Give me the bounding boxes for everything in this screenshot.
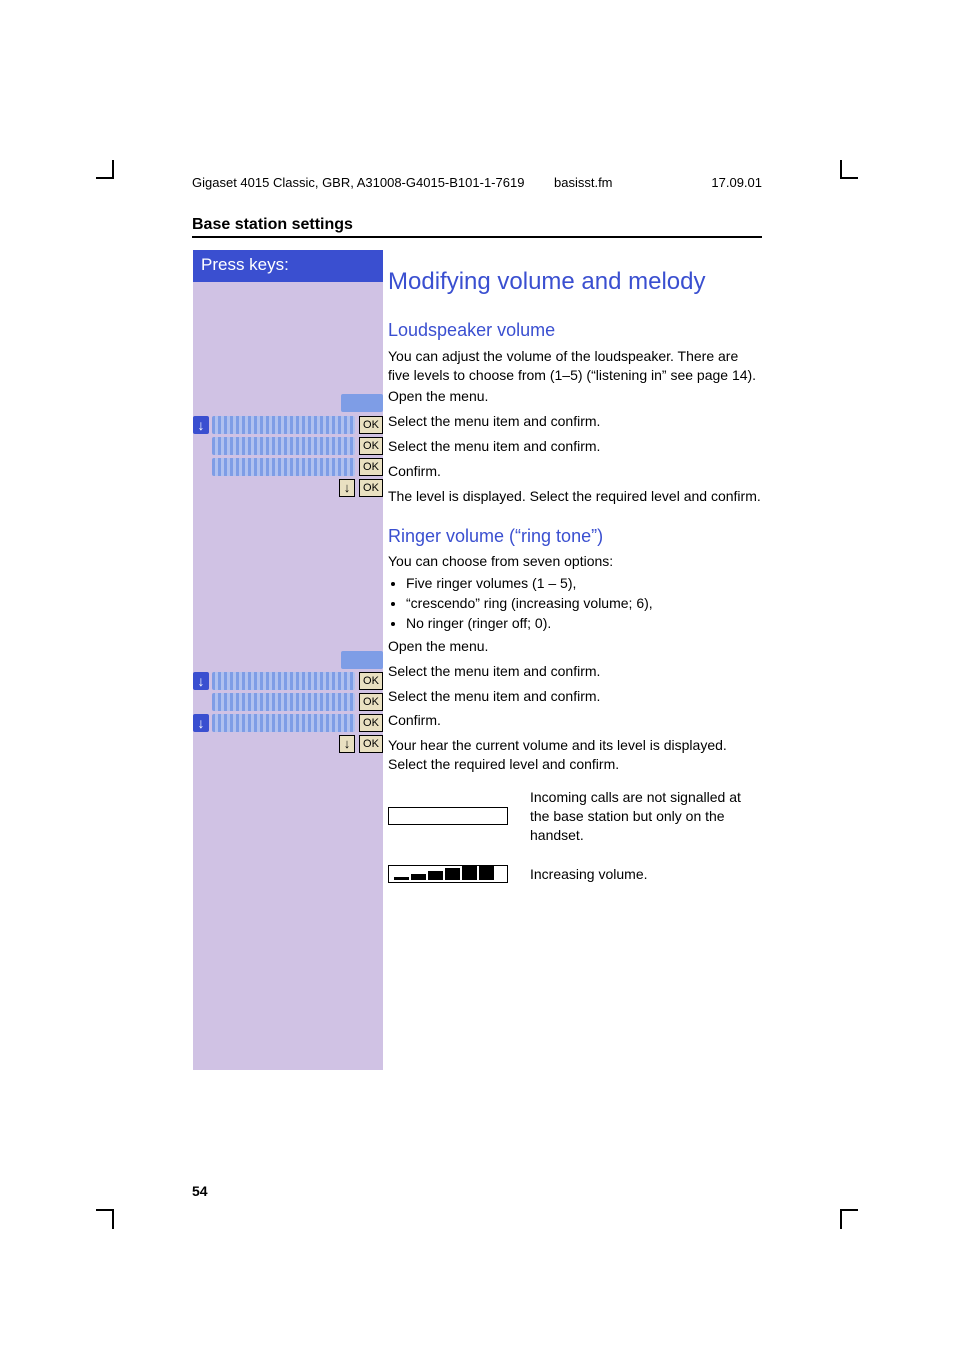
ring-intro: You can choose from seven options: [388, 552, 762, 571]
ok-button[interactable]: OK [359, 714, 383, 732]
step-text: Confirm. [388, 462, 762, 481]
step-open-menu: Open the menu. [388, 637, 762, 656]
ok-button[interactable]: OK [359, 458, 383, 476]
step-text: Your hear the current volume and its lev… [388, 736, 762, 774]
section-rule [192, 236, 762, 238]
step-text: Select the menu item and confirm. [388, 687, 762, 706]
key-row: ↓ OK [193, 416, 383, 434]
content-column: Modifying volume and melody Loudspeaker … [388, 250, 762, 887]
loud-intro: You can adjust the volume of the loudspe… [388, 347, 762, 385]
key-row: OK [193, 693, 383, 711]
ringer-increasing-text: Increasing volume. [530, 865, 762, 884]
key-rows-loud-steps: ↓ OK OK OK ↓ OK [193, 416, 383, 500]
menu-item-placeholder [212, 458, 355, 476]
step-text: Confirm. [388, 711, 762, 730]
section-title: Base station settings [192, 216, 353, 233]
crop-mark [840, 1211, 842, 1229]
menu-item-placeholder [212, 714, 355, 732]
ok-button[interactable]: OK [359, 672, 383, 690]
key-rows-ring-open [193, 651, 383, 672]
down-arrow-icon: ↓ [193, 672, 209, 690]
crop-mark [840, 160, 842, 178]
crop-mark [112, 1211, 114, 1229]
heading-volume-melody: Modifying volume and melody [388, 266, 762, 298]
down-arrow-icon: ↓ [339, 735, 355, 753]
down-arrow-icon: ↓ [339, 479, 355, 497]
ringer-increasing-icon [388, 865, 508, 883]
ringer-off-text: Incoming calls are not signalled at the … [530, 788, 762, 845]
list-item: Five ringer volumes (1 – 5), [406, 574, 762, 593]
step-text: The level is displayed. Select the requi… [388, 487, 762, 506]
page: Gigaset 4015 Classic, GBR, A31008-G4015-… [0, 0, 954, 1351]
section-title-row: Base station settings [192, 214, 762, 236]
ringer-off-row: Incoming calls are not signalled at the … [388, 788, 762, 845]
step-text: Select the menu item and confirm. [388, 437, 762, 456]
key-rows-ring-steps: ↓ OK OK ↓ OK ↓ OK [193, 672, 383, 756]
ok-button[interactable]: OK [359, 735, 383, 753]
crop-mark [840, 1209, 858, 1211]
key-row: ↓ OK [193, 735, 383, 753]
ok-button[interactable]: OK [359, 437, 383, 455]
menu-key-icon [341, 651, 383, 669]
key-row: ↓ OK [193, 714, 383, 732]
step-text: Select the menu item and confirm. [388, 662, 762, 681]
doc-filename: basisst.fm [554, 174, 613, 192]
ring-options-list: Five ringer volumes (1 – 5), “crescendo”… [388, 574, 762, 633]
key-row: ↓ OK [193, 479, 383, 497]
ok-button[interactable]: OK [359, 479, 383, 497]
crop-mark [112, 160, 114, 178]
down-arrow-icon: ↓ [193, 416, 209, 434]
menu-item-placeholder [212, 672, 355, 690]
ringer-increasing-row: Increasing volume. [388, 865, 762, 884]
ok-button[interactable]: OK [359, 693, 383, 711]
key-row: OK [193, 437, 383, 455]
doc-date: 17.09.01 [711, 174, 762, 192]
ok-button[interactable]: OK [359, 416, 383, 434]
menu-item-placeholder [212, 437, 355, 455]
keys-header: Press keys: [193, 250, 383, 282]
step-open-menu: Open the menu. [388, 387, 762, 406]
key-row: ↓ OK [193, 672, 383, 690]
menu-item-placeholder [212, 693, 355, 711]
ringer-off-icon [388, 807, 508, 825]
heading-ringer: Ringer volume (“ring tone”) [388, 524, 762, 548]
page-number: 54 [192, 1182, 208, 1201]
down-arrow-icon: ↓ [193, 714, 209, 732]
doc-id: Gigaset 4015 Classic, GBR, A31008-G4015-… [192, 174, 524, 192]
crop-mark [840, 177, 858, 179]
menu-item-placeholder [212, 416, 355, 434]
key-row [193, 651, 383, 669]
key-row: OK [193, 458, 383, 476]
list-item: No ringer (ringer off; 0). [406, 614, 762, 633]
key-row [193, 394, 383, 412]
list-item: “crescendo” ring (increasing volume; 6), [406, 594, 762, 613]
heading-loudspeaker: Loudspeaker volume [388, 318, 762, 342]
menu-key-icon [341, 394, 383, 412]
step-text: Select the menu item and confirm. [388, 412, 762, 431]
